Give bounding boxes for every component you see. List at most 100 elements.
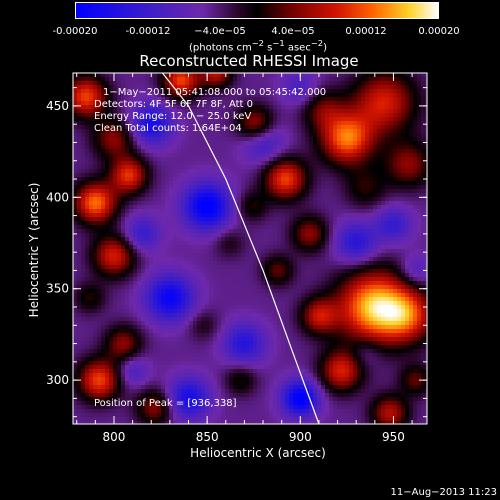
heatmap-cell <box>141 233 146 238</box>
heatmap-cell <box>169 373 174 378</box>
heatmap-cell <box>293 385 298 390</box>
heatmap-cell <box>237 161 242 166</box>
heatmap-cell <box>89 401 94 406</box>
heatmap-cell <box>149 129 154 134</box>
heatmap-cell <box>177 121 182 126</box>
heatmap-cell <box>97 393 102 398</box>
heatmap-cell <box>169 73 174 78</box>
heatmap-cell <box>257 297 262 302</box>
heatmap-cell <box>217 205 222 210</box>
heatmap-cell <box>193 253 198 258</box>
heatmap-cell <box>81 209 86 214</box>
heatmap-cell <box>89 309 94 314</box>
heatmap-cell <box>285 357 290 362</box>
heatmap-cell <box>221 233 226 238</box>
heatmap-cell <box>261 157 266 162</box>
heatmap-cell <box>101 185 106 190</box>
heatmap-cell <box>109 177 114 182</box>
heatmap-cell <box>189 397 194 402</box>
heatmap-cell <box>81 285 86 290</box>
heatmap-cell <box>281 365 286 370</box>
heatmap-cell <box>137 273 142 278</box>
heatmap-cell <box>245 165 250 170</box>
heatmap-cell <box>233 145 238 150</box>
heatmap-cell <box>205 377 210 382</box>
heatmap-cell <box>297 273 302 278</box>
heatmap-cell <box>209 97 214 102</box>
heatmap-cell <box>101 273 106 278</box>
heatmap-cell <box>181 321 186 326</box>
heatmap-cell <box>257 361 262 366</box>
heatmap-cell <box>133 305 138 310</box>
heatmap-cell <box>77 185 82 190</box>
heatmap-cell <box>253 357 258 362</box>
heatmap-cell <box>157 381 162 386</box>
heatmap-cell <box>177 161 182 166</box>
heatmap-cell <box>81 329 86 334</box>
heatmap-cell <box>189 141 194 146</box>
heatmap-cell <box>169 181 174 186</box>
heatmap-cell <box>81 169 86 174</box>
heatmap-cell <box>233 229 238 234</box>
heatmap-cell <box>73 245 78 250</box>
heatmap-cell <box>237 149 242 154</box>
heatmap-cell <box>137 221 142 226</box>
heatmap-cell <box>161 185 166 190</box>
heatmap-cell <box>145 361 150 366</box>
heatmap-cell <box>121 189 126 194</box>
heatmap-cell <box>149 337 154 342</box>
heatmap-cell <box>261 333 266 338</box>
heatmap-cell <box>221 93 226 98</box>
heatmap-cell <box>197 201 202 206</box>
heatmap-cell <box>197 193 202 198</box>
heatmap-cell <box>201 97 206 102</box>
heatmap-cell <box>161 89 166 94</box>
heatmap-cell <box>197 397 202 402</box>
heatmap-cell <box>229 269 234 274</box>
heatmap-cell <box>261 197 266 202</box>
heatmap-cell <box>121 361 126 366</box>
heatmap-cell <box>77 313 82 318</box>
heatmap-cell <box>193 225 198 230</box>
heatmap-cell <box>249 113 254 118</box>
heatmap-cell <box>277 385 282 390</box>
heatmap-cell <box>121 417 126 422</box>
heatmap-cell <box>149 105 154 110</box>
heatmap-cell <box>209 185 214 190</box>
heatmap-cell <box>161 341 166 346</box>
heatmap-cell <box>141 321 146 326</box>
heatmap-cell <box>197 81 202 86</box>
heatmap-cell <box>85 409 90 414</box>
heatmap-cell <box>293 169 298 174</box>
heatmap-cell <box>253 121 258 126</box>
heatmap-cell <box>185 333 190 338</box>
heatmap-cell <box>241 325 246 330</box>
heatmap-cell <box>269 201 274 206</box>
heatmap-cell <box>205 297 210 302</box>
heatmap-cell <box>253 157 258 162</box>
heatmap-cell <box>73 105 78 110</box>
heatmap-cell <box>253 181 258 186</box>
heatmap-cell <box>253 141 258 146</box>
heatmap-cell <box>81 137 86 142</box>
heatmap-cell <box>261 357 266 362</box>
heatmap-cell <box>129 89 134 94</box>
heatmap-cell <box>217 241 222 246</box>
heatmap-cell <box>289 313 294 318</box>
heatmap-cell <box>205 217 210 222</box>
heatmap-cell <box>145 189 150 194</box>
heatmap-cell <box>277 165 282 170</box>
heatmap-cell <box>273 125 278 130</box>
heatmap-cell <box>173 401 178 406</box>
heatmap-cell <box>277 381 282 386</box>
heatmap-cell <box>145 205 150 210</box>
heatmap-cell <box>273 373 278 378</box>
heatmap-cell <box>117 85 122 90</box>
heatmap-cell <box>89 185 94 190</box>
heatmap-cell <box>149 121 154 126</box>
heatmap-cell <box>149 413 154 418</box>
heatmap-cell <box>273 369 278 374</box>
heatmap-cell <box>133 189 138 194</box>
heatmap-cell <box>185 417 190 422</box>
heatmap-cell <box>201 269 206 274</box>
